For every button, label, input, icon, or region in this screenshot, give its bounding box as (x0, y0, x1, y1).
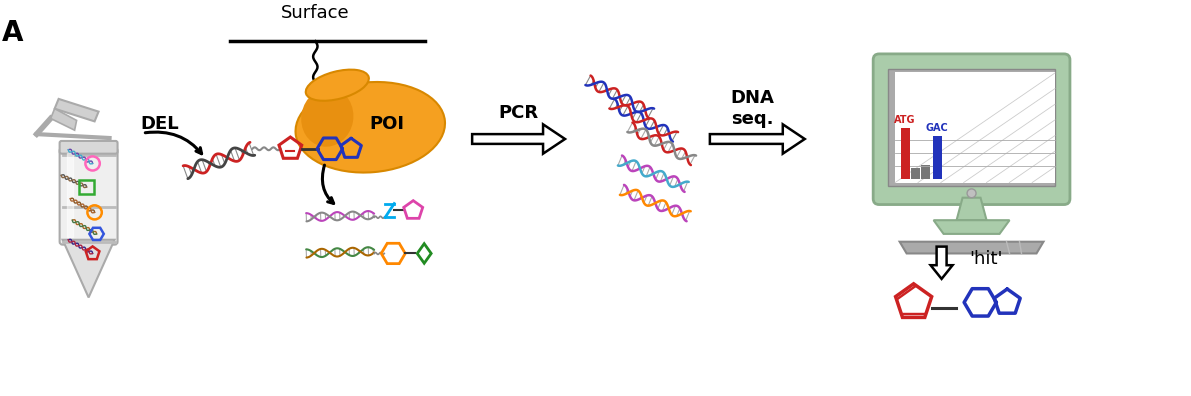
Polygon shape (472, 124, 565, 154)
Polygon shape (710, 124, 805, 154)
Bar (921, 165, 930, 179)
Polygon shape (55, 99, 99, 122)
Polygon shape (956, 198, 986, 220)
Text: DEL: DEL (141, 115, 179, 133)
FancyBboxPatch shape (873, 54, 1070, 205)
Text: A: A (2, 19, 24, 47)
Bar (911, 168, 919, 179)
Ellipse shape (295, 82, 445, 173)
Circle shape (967, 189, 977, 198)
Ellipse shape (301, 88, 354, 147)
Polygon shape (899, 242, 1043, 253)
Text: DNA
seq.: DNA seq. (730, 89, 774, 128)
Polygon shape (51, 109, 76, 130)
Bar (933, 169, 942, 179)
Bar (896, 72, 1055, 183)
Polygon shape (63, 240, 114, 297)
FancyBboxPatch shape (60, 141, 118, 154)
Text: ATG: ATG (894, 115, 916, 125)
Ellipse shape (306, 70, 369, 101)
Polygon shape (930, 247, 953, 279)
Bar (933, 135, 942, 179)
FancyBboxPatch shape (60, 148, 118, 245)
Text: 'hit': 'hit' (969, 250, 1003, 268)
Polygon shape (934, 220, 1010, 234)
Bar (888, 69, 1055, 186)
Text: PCR: PCR (499, 104, 538, 122)
Bar (902, 128, 910, 179)
Bar (902, 163, 910, 179)
Text: POI: POI (369, 115, 405, 133)
Text: GAC: GAC (925, 123, 948, 133)
Bar (80, 180, 94, 194)
Text: Surface: Surface (281, 4, 350, 22)
